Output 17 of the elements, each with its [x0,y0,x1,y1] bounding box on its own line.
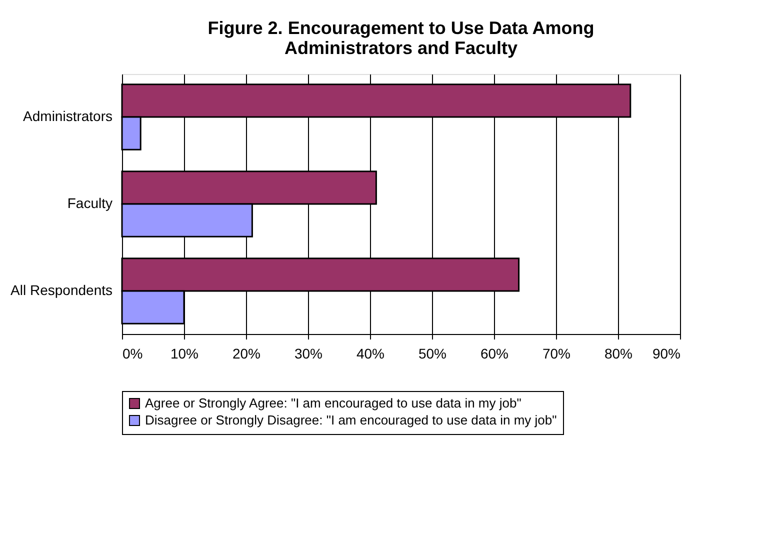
x-tick-label: 0% [122,346,143,362]
x-tick-label: 30% [294,346,323,362]
y-tick-label: All Respondents [10,282,112,298]
x-tick-label: 90% [652,346,680,362]
x-tick-label: 40% [356,346,385,362]
text: Figure 2. Encouragement to Use Data Among [208,18,594,38]
x-tick-label: 10% [170,346,199,362]
legend-label: Agree or Strongly Agree: "I am encouraged to use data in my job" [145,396,522,410]
x-tick-label: 20% [232,346,261,362]
x-tick-label: 70% [542,346,571,362]
y-tick-label: Administrators [23,108,112,124]
x-tick-label: 80% [604,346,633,362]
text: Administrators and Faculty [284,38,518,58]
legend-label: Disagree or Strongly Disagree: "I am encouraged to use data in my job" [145,412,558,428]
x-tick-label: 50% [418,346,447,362]
y-tick-label: Faculty [67,195,112,211]
x-tick-label: 60% [480,346,509,362]
